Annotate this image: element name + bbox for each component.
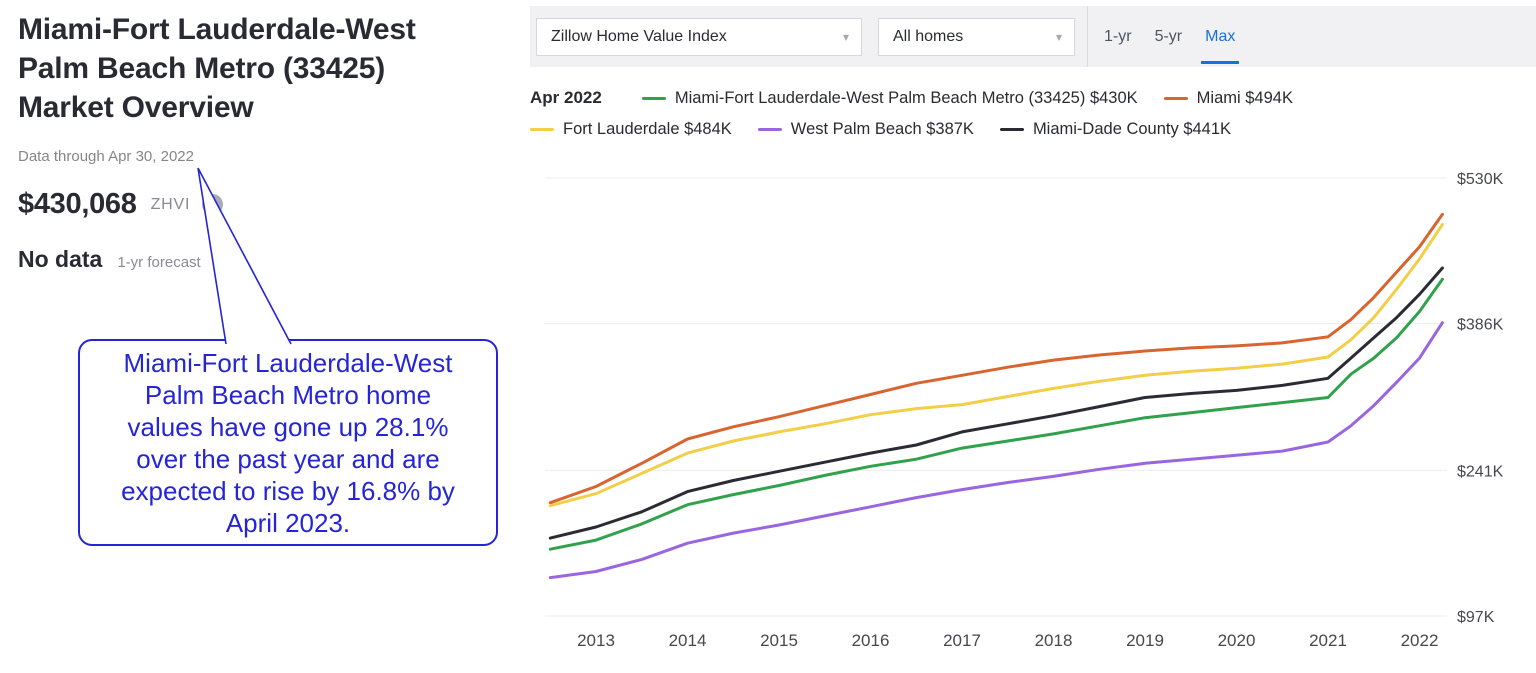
legend-row-1: Apr 2022 Miami-Fort Lauderdale-West Palm… (530, 88, 1530, 108)
tab-1-yr[interactable]: 1-yr (1104, 28, 1132, 45)
series-line-fort-lauderdale (548, 223, 1444, 508)
legend-item-miami-dade[interactable]: Miami-Dade County $441K (999, 120, 1232, 139)
legend-label: Miami $494K (1196, 88, 1293, 107)
legend-swatch-fort-lauderdale (530, 128, 554, 131)
series-line-west-palm-beach (548, 321, 1444, 580)
x-axis-label: 2017 (943, 631, 981, 650)
legend-row-2: Fort Lauderdale $484K West Palm Beach $38… (530, 120, 1530, 139)
x-axis-label: 2021 (1309, 631, 1347, 650)
series-line-miami (548, 212, 1444, 505)
legend-swatch-west-palm-beach (757, 128, 782, 131)
chart-control-bar: Zillow Home Value Index ▾ All homes ▾ 1-… (530, 6, 1536, 67)
annotation-callout: Miami-Fort Lauderdale-West Palm Beach Me… (78, 339, 498, 546)
time-range-tabs: 1-yr 5-yr Max (1102, 6, 1240, 67)
forecast-value: No data (18, 246, 103, 272)
x-axis-label: 2015 (760, 631, 798, 650)
x-axis-label: 2016 (852, 631, 890, 650)
zhvi-row: $430,068 ZHVI ? (18, 188, 224, 221)
tab-max[interactable]: Max (1201, 6, 1240, 67)
divider (1087, 6, 1088, 67)
x-axis-label: 2020 (1218, 631, 1256, 650)
zhvi-label: ZHVI (150, 195, 191, 213)
legend-item-west-palm-beach[interactable]: West Palm Beach $387K (757, 120, 974, 139)
legend-label: Miami-Dade County $441K (1032, 120, 1232, 138)
chevron-down-icon: ▾ (1055, 30, 1062, 44)
annotation-text: Miami-Fort Lauderdale-West Palm Beach Me… (121, 347, 455, 538)
series-line-metro (548, 277, 1444, 551)
legend-item-miami[interactable]: Miami $494K (1163, 88, 1293, 108)
home-type-dropdown[interactable]: All homes ▾ (878, 18, 1075, 56)
x-axis-label: 2018 (1035, 631, 1073, 650)
legend-item-fort-lauderdale[interactable]: Fort Lauderdale $484K (530, 120, 732, 139)
y-axis-label: $530K (1457, 171, 1504, 188)
x-axis-label: 2014 (669, 631, 707, 650)
legend-swatch-miami (1163, 96, 1188, 100)
y-axis-label: $386K (1457, 317, 1504, 334)
x-axis-label: 2022 (1401, 631, 1439, 650)
legend-label: Miami-Fort Lauderdale-West Palm Beach Me… (674, 88, 1138, 107)
series-line-miami-dade (548, 266, 1444, 540)
legend-swatch-metro (641, 96, 666, 100)
x-axis-label: 2019 (1126, 631, 1164, 650)
legend-label: Fort Lauderdale $484K (563, 120, 732, 138)
home-type-dropdown-value: All homes (893, 28, 964, 45)
chart-legend: Apr 2022 Miami-Fort Lauderdale-West Palm… (530, 88, 1530, 151)
legend-item-metro[interactable]: Miami-Fort Lauderdale-West Palm Beach Me… (641, 88, 1138, 108)
y-axis-label: $97K (1457, 609, 1495, 626)
forecast-row: No data 1-yr forecast (18, 246, 201, 273)
forecast-label: 1-yr forecast (117, 254, 201, 271)
home-value-chart[interactable]: $530K $386K $241K $97K 2013 2014 2015 2016 2017 2… (530, 160, 1536, 673)
zhvi-value: $430,068 (18, 188, 137, 220)
data-through-label: Data through Apr 30, 2022 (18, 148, 194, 165)
x-axis-label: 2013 (577, 631, 615, 650)
chevron-down-icon: ▾ (842, 30, 849, 44)
legend-date: Apr 2022 (530, 88, 602, 107)
summary-panel: Miami-Fort Lauderdale-West Palm Beach Me… (0, 0, 530, 673)
page-title: Miami-Fort Lauderdale-West Palm Beach Me… (18, 13, 416, 124)
metric-dropdown[interactable]: Zillow Home Value Index ▾ (536, 18, 862, 56)
help-icon[interactable]: ? (202, 194, 224, 215)
legend-swatch-miami-dade (999, 128, 1024, 131)
tab-5-yr[interactable]: 5-yr (1154, 28, 1183, 45)
legend-label: West Palm Beach $387K (790, 120, 974, 138)
y-axis-label: $241K (1457, 463, 1504, 480)
metric-dropdown-value: Zillow Home Value Index (551, 28, 727, 45)
